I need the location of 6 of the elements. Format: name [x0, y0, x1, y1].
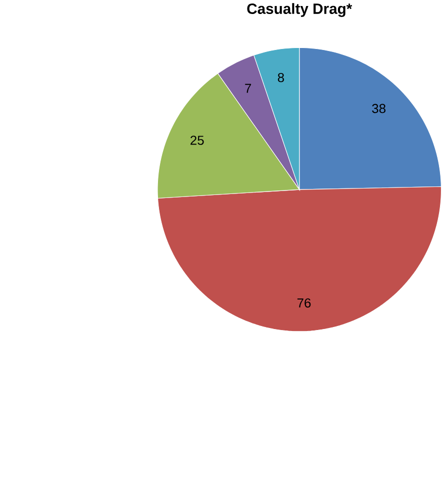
data-label: 76 [298, 298, 311, 308]
data-label: 7 [245, 84, 252, 93]
chart-title: Casualty Drag* [247, 3, 352, 17]
data-label: 38 [372, 104, 386, 114]
data-label: 8 [278, 72, 284, 82]
data-label: 25 [190, 136, 204, 145]
